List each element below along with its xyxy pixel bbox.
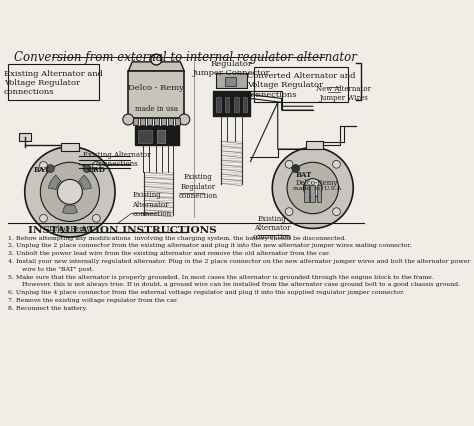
Bar (161, 119, 165, 126)
Text: made  in  U.S.A: made in U.S.A (292, 186, 341, 191)
Circle shape (287, 163, 338, 214)
Bar (61, 144, 79, 151)
Text: 4. Install your new internally regulated alternator. Plug in the 2 place connect: 4. Install your new internally regulated… (8, 259, 470, 263)
Bar (133, 119, 137, 126)
Bar (225, 98, 229, 113)
Text: 5. Make sure that the alternator is properly grounded. In most cases the alterna: 5. Make sure that the alternator is prop… (8, 274, 434, 279)
Text: Existing
Alternator
connection: Existing Alternator connection (253, 214, 292, 241)
Text: Existing Alternator and
Voltage Regulator
connections: Existing Alternator and Voltage Regulato… (4, 70, 103, 96)
Circle shape (303, 179, 322, 198)
Circle shape (92, 162, 100, 170)
Circle shape (285, 161, 293, 169)
Text: Conversion from external to internal regulator alternator: Conversion from external to internal reg… (14, 51, 357, 64)
Circle shape (151, 55, 162, 66)
Circle shape (39, 162, 47, 170)
Polygon shape (128, 63, 184, 72)
Text: New Alternator
Jumper Wires: New Alternator Jumper Wires (317, 84, 372, 101)
Circle shape (40, 163, 100, 222)
Circle shape (333, 161, 340, 169)
Bar (135, 127, 179, 146)
Text: 3. Unbolt the power lead wire from the existing alternator and remove the old al: 3. Unbolt the power lead wire from the e… (8, 250, 330, 256)
Bar (317, 185, 321, 202)
Circle shape (25, 147, 115, 237)
Bar (140, 119, 145, 126)
Circle shape (57, 180, 82, 205)
Text: Delco-Remy: Delco-Remy (295, 178, 338, 186)
Bar (18, 134, 31, 142)
Text: Existing
Regulator
connection: Existing Regulator connection (179, 173, 218, 199)
Bar (306, 142, 323, 150)
Text: INSTALLATION INSTRUCTIONS: INSTALLATION INSTRUCTIONS (28, 226, 216, 235)
Bar (216, 98, 221, 113)
Circle shape (272, 148, 353, 229)
Text: However, this is not always true. If in doubt, a ground wire can be installed fr: However, this is not always true. If in … (8, 282, 460, 287)
Text: Regulator
Jumper Connector: Regulator Jumper Connector (193, 60, 271, 77)
Bar (8, 65, 100, 101)
Circle shape (92, 215, 100, 223)
Text: Delco-Remy: Delco-Remy (49, 224, 91, 232)
Text: BAT: BAT (295, 170, 311, 178)
Bar (213, 92, 250, 116)
Circle shape (292, 165, 300, 173)
Text: wire to the "BAT" post.: wire to the "BAT" post. (8, 266, 94, 271)
Circle shape (46, 165, 55, 173)
Polygon shape (48, 176, 61, 190)
Circle shape (333, 208, 340, 216)
Bar (234, 98, 239, 113)
Circle shape (285, 208, 293, 216)
Text: GRD: GRD (87, 165, 105, 173)
Polygon shape (63, 206, 77, 214)
Circle shape (39, 215, 47, 223)
Text: 2. Unplug the 2 place connector from the existing alternator and plug it into th: 2. Unplug the 2 place connector from the… (8, 243, 411, 248)
Polygon shape (79, 176, 91, 190)
Text: BAT: BAT (34, 165, 50, 173)
Bar (175, 119, 180, 126)
Text: Existing Alternator
connections: Existing Alternator connections (83, 150, 150, 167)
Bar (157, 131, 165, 144)
Text: Delco - Remy: Delco - Remy (128, 83, 184, 92)
Text: 8. Reconnect the battery.: 8. Reconnect the battery. (8, 305, 87, 310)
Bar (310, 185, 315, 202)
Bar (147, 119, 152, 126)
Text: 7. Remove the existing voltage regulator from the car.: 7. Remove the existing voltage regulator… (8, 297, 178, 302)
Bar (225, 78, 236, 87)
Bar (243, 98, 247, 113)
Bar (255, 67, 348, 103)
Text: 6. Unplug the 4 place connector from the external voltage regulator and plug it : 6. Unplug the 4 place connector from the… (8, 290, 404, 294)
Circle shape (83, 165, 91, 173)
Bar (154, 119, 159, 126)
Text: 1. Before attempting any modifications  involving the charging system, the batte: 1. Before attempting any modifications i… (8, 235, 346, 240)
Bar (168, 119, 173, 126)
Text: made in usa: made in usa (135, 104, 178, 112)
Text: Converted Alternator and
Voltage Regulator
connections: Converted Alternator and Voltage Regulat… (247, 72, 356, 98)
Circle shape (123, 115, 134, 126)
Bar (216, 74, 247, 89)
Circle shape (179, 115, 190, 126)
Bar (128, 72, 184, 119)
Text: Existing
Alternator
connection: Existing Alternator connection (132, 191, 171, 217)
Bar (138, 131, 153, 144)
Bar (304, 185, 309, 202)
